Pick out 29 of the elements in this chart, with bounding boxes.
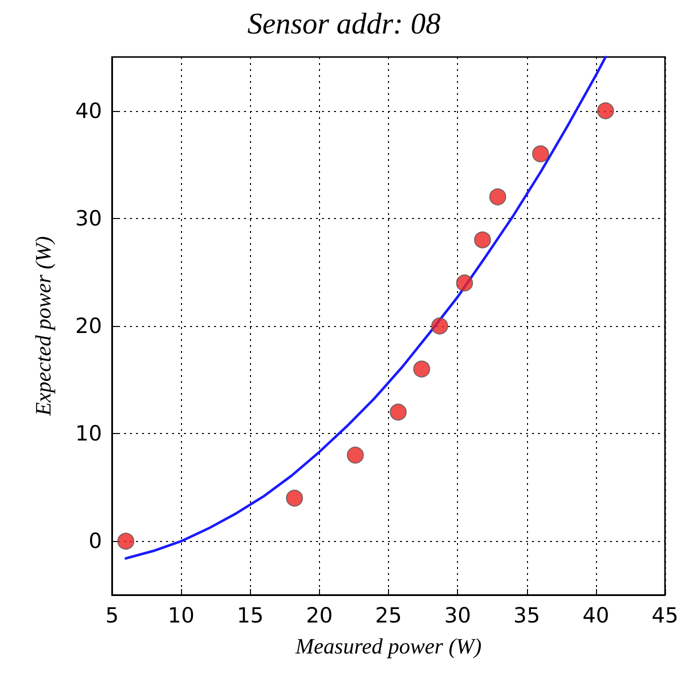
y-tick-label: 0 — [88, 529, 102, 554]
point — [117, 532, 134, 550]
y-tick-label: 20 — [75, 314, 102, 338]
x-tick-label: 10 — [168, 604, 194, 628]
y-axis-title: Expected power (W) — [30, 236, 56, 417]
point — [346, 446, 364, 464]
point — [456, 274, 474, 292]
point — [597, 102, 614, 120]
point — [431, 318, 448, 334]
x-tick-label: 30 — [444, 604, 471, 628]
x-tick-label: 45 — [652, 604, 678, 628]
y-tick-label: 30 — [75, 206, 102, 230]
point — [532, 145, 550, 162]
x-tick-label: 40 — [582, 604, 610, 628]
point — [474, 231, 492, 248]
point — [413, 360, 430, 378]
x-axis-title: Measured power (W) — [294, 634, 482, 658]
point — [489, 188, 506, 206]
point — [286, 490, 303, 507]
x-tick-label: 35 — [513, 604, 540, 628]
x-tick-label: 5 — [105, 604, 119, 628]
y-tick-label: 40 — [75, 98, 102, 123]
x-tick-label: 15 — [236, 604, 264, 628]
point — [390, 404, 407, 421]
y-tick-label: 10 — [75, 422, 102, 446]
x-tick-label: 25 — [375, 604, 402, 628]
chart-title: Sensor addr: 08 — [247, 8, 441, 40]
x-tick-label: 20 — [306, 604, 333, 628]
line-series — [124, 56, 607, 560]
